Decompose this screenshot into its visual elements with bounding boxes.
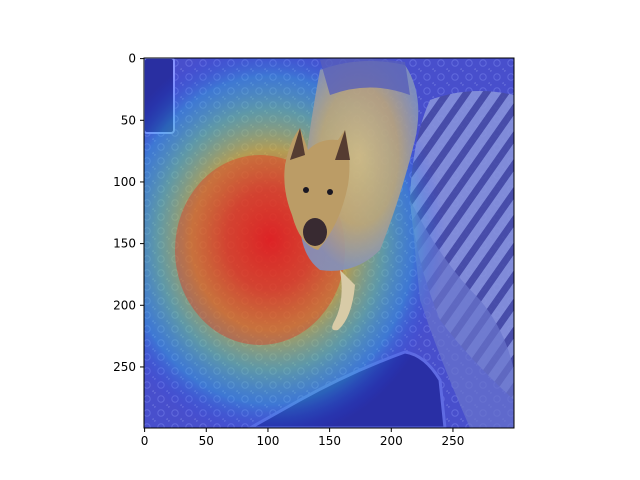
plot-frame <box>143 57 515 429</box>
y-tick-label: 150 <box>113 237 136 251</box>
y-tick-label: 50 <box>121 113 136 127</box>
x-tick-label: 0 <box>141 434 149 448</box>
y-tick-label: 0 <box>128 52 136 66</box>
y-tick-label: 250 <box>113 360 136 374</box>
x-tick-label: 250 <box>441 434 464 448</box>
dog <box>284 58 419 331</box>
heatmap-image <box>144 58 514 428</box>
x-axis: 0 50 100 150 200 250 <box>141 428 464 448</box>
x-tick-label: 150 <box>318 434 341 448</box>
y-tick-label: 100 <box>113 175 136 189</box>
y-axis: 0 50 100 150 200 250 <box>113 52 144 374</box>
y-tick-label: 200 <box>113 298 136 312</box>
x-tick-label: 50 <box>199 434 214 448</box>
x-tick-label: 200 <box>380 434 403 448</box>
x-tick-label: 100 <box>256 434 279 448</box>
